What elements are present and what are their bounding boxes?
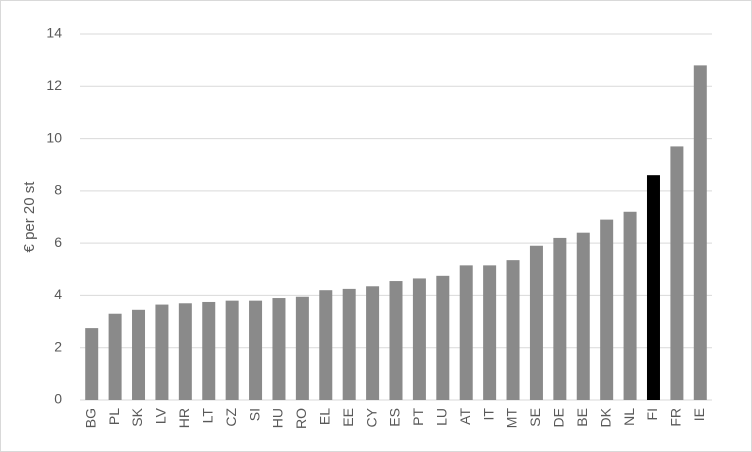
- y-tick-label: 4: [54, 286, 62, 302]
- bar: [178, 303, 192, 400]
- x-tick-label: SE: [527, 408, 543, 427]
- x-tick-label: LU: [434, 408, 450, 426]
- bar: [225, 300, 239, 400]
- x-tick-label: IT: [480, 408, 496, 421]
- x-tick-label: CY: [363, 407, 379, 427]
- x-tick-label: BG: [82, 408, 98, 428]
- bar: [342, 288, 356, 400]
- y-tick-label: 8: [54, 182, 62, 198]
- x-tick-label: LT: [199, 408, 215, 424]
- y-tick-label: 10: [46, 129, 62, 145]
- bar: [623, 211, 637, 400]
- y-axis-label: € per 20 st: [21, 181, 38, 253]
- bar: [693, 65, 707, 400]
- x-tick-label: PL: [106, 408, 122, 425]
- x-tick-label: EE: [340, 408, 356, 427]
- x-tick-label: FR: [668, 408, 684, 427]
- x-tick-label: RO: [293, 408, 309, 429]
- x-tick-label: IE: [691, 408, 707, 421]
- x-tick-label: PT: [410, 408, 426, 426]
- x-tick-label: DK: [597, 407, 613, 427]
- bar: [483, 265, 497, 400]
- bar: [459, 265, 473, 400]
- bar: [553, 237, 567, 400]
- x-tick-label: HR: [176, 408, 192, 428]
- x-tick-label: EL: [316, 408, 332, 425]
- x-tick-label: BE: [574, 408, 590, 427]
- bar: [132, 309, 146, 400]
- bar: [436, 275, 450, 400]
- y-tick-label: 6: [54, 234, 62, 250]
- x-tick-label: NL: [621, 408, 637, 426]
- x-tick-label: SK: [129, 407, 145, 426]
- x-tick-label: ES: [387, 408, 403, 427]
- y-tick-label: 2: [54, 338, 62, 354]
- bar: [295, 296, 309, 400]
- bar: [670, 146, 684, 400]
- y-tick-label: 14: [46, 25, 62, 41]
- bar: [366, 286, 380, 400]
- x-tick-label: HU: [270, 408, 286, 428]
- y-tick-label: 0: [54, 391, 62, 407]
- bar: [319, 290, 333, 400]
- bar: [529, 245, 543, 400]
- x-tick-label: AT: [457, 408, 473, 425]
- bar: [389, 281, 403, 400]
- bar: [108, 313, 122, 400]
- bar: [600, 219, 614, 400]
- bar: [85, 328, 99, 400]
- x-tick-label: CZ: [223, 408, 239, 427]
- bar: [249, 300, 263, 400]
- bar: [155, 304, 169, 400]
- bar: [202, 301, 216, 400]
- x-tick-label: FI: [644, 408, 660, 420]
- x-tick-label: MT: [504, 408, 520, 429]
- x-tick-label: LV: [153, 407, 169, 424]
- y-tick-label: 12: [46, 77, 62, 93]
- bar: [412, 278, 426, 400]
- x-tick-label: DE: [551, 408, 567, 427]
- bar: [646, 175, 660, 400]
- bar: [506, 260, 520, 400]
- x-tick-label: SI: [246, 408, 262, 421]
- bar: [272, 298, 286, 400]
- bar: [576, 232, 590, 400]
